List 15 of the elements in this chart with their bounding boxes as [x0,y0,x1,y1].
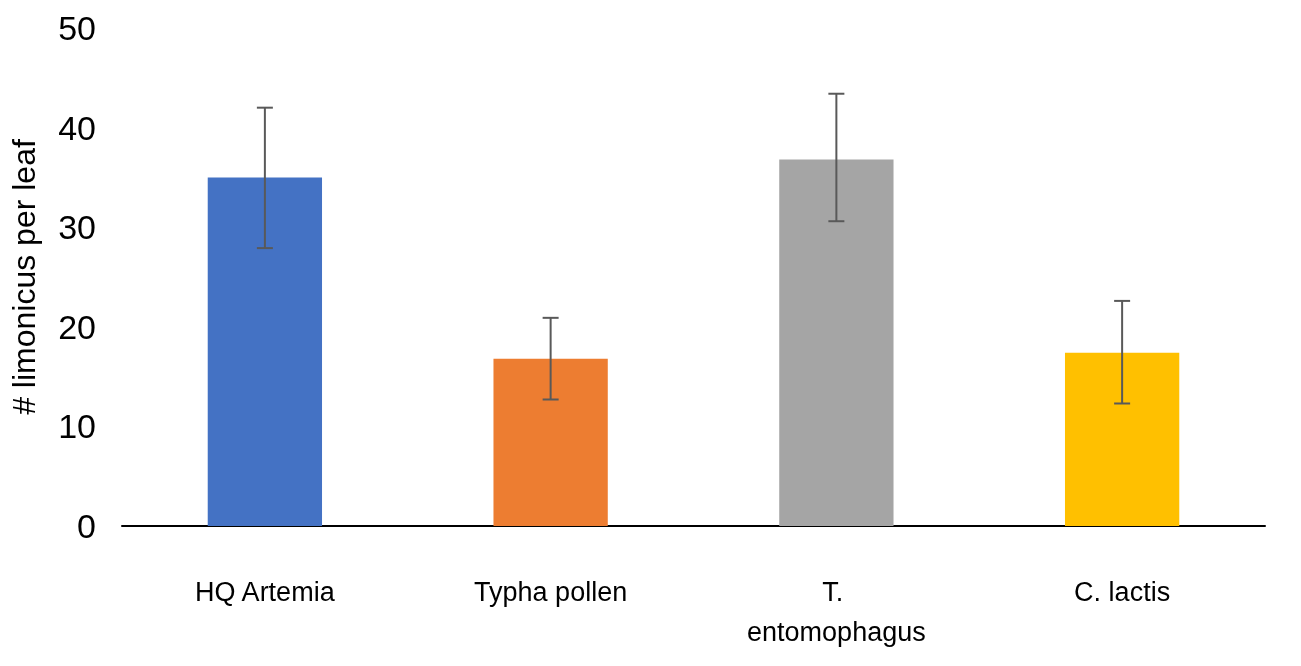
y-tick-label: 30 [58,208,96,247]
y-tick-label: 10 [58,407,96,446]
bar [779,159,894,526]
x-tick-label: T. entomophagus [747,577,926,647]
bar [493,358,608,526]
y-tick-label: 50 [58,9,96,47]
bar [1064,352,1180,526]
y-axis-title: # limonicus per leaf [6,139,42,415]
bar [207,177,323,526]
y-tick-label: 40 [58,108,96,147]
x-tick-label: Typha pollen [474,577,628,607]
y-tick-label: 0 [77,507,96,545]
x-tick-label: HQ Artemia [195,577,336,607]
x-tick-label: C. lactis [1074,577,1171,607]
y-tick-label: 20 [58,307,96,346]
